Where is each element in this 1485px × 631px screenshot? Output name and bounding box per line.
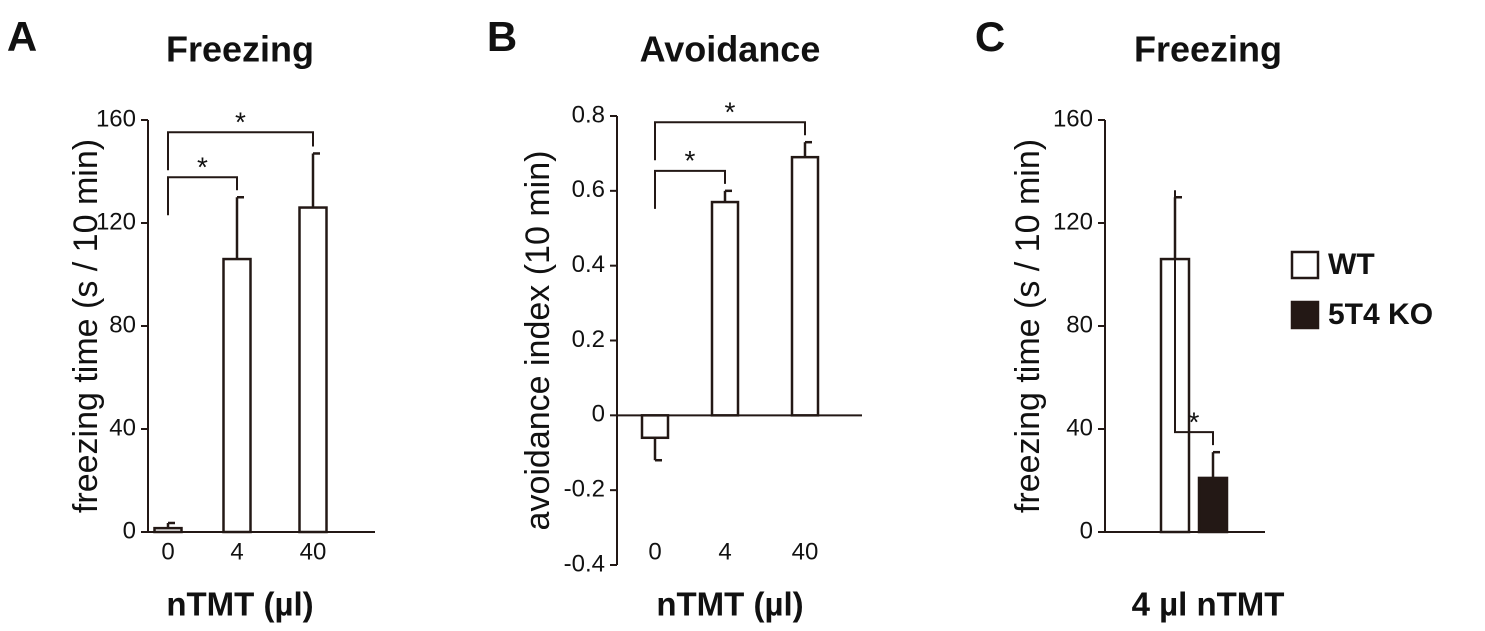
x-tick-label: 40 — [300, 538, 327, 565]
panel-letter: B — [487, 13, 517, 60]
y-tick-label: 0 — [123, 517, 136, 544]
legend-swatch — [1290, 250, 1320, 280]
x-tick-label: 0 — [648, 538, 661, 565]
bar — [1197, 476, 1229, 534]
y-tick-label: 0.4 — [572, 251, 605, 278]
y-tick-label: 0.6 — [572, 176, 605, 203]
y-tick-label: -0.4 — [564, 550, 605, 577]
x-tick-label: 0 — [161, 538, 174, 565]
y-tick-label: 0.8 — [572, 101, 605, 128]
y-tick-label: 0.2 — [572, 326, 605, 353]
y-tick-label: 40 — [1066, 414, 1093, 441]
chart-title: Freezing — [166, 29, 314, 70]
y-axis-label: freezing time (s / 10 min) — [67, 139, 105, 513]
y-tick-label: 0 — [592, 401, 605, 428]
x-tick-label: 40 — [792, 538, 819, 565]
significance-star: * — [197, 152, 208, 183]
bar — [153, 526, 183, 534]
bar — [298, 206, 328, 534]
legend-swatch — [1290, 300, 1320, 330]
significance-star: * — [1189, 407, 1200, 438]
significance-bracket — [167, 176, 238, 216]
y-tick-label: 160 — [96, 105, 136, 132]
legend-label: 5T4 KO — [1328, 298, 1433, 331]
x-axis-label: nTMT (µl) — [656, 586, 803, 623]
significance-star: * — [685, 145, 696, 176]
y-tick-label: 120 — [1053, 208, 1093, 235]
y-tick-label: 120 — [96, 208, 136, 235]
y-tick-label: 40 — [109, 414, 136, 441]
chart-title: Freezing — [1134, 29, 1282, 70]
chart-title: Avoidance — [640, 29, 821, 70]
y-tick-label: 0 — [1080, 517, 1093, 544]
significance-star: * — [725, 97, 736, 128]
y-axis-label: avoidance index (10 min) — [519, 151, 557, 531]
y-tick-label: -0.2 — [564, 476, 605, 503]
x-axis-label: nTMT (µl) — [166, 586, 313, 623]
significance-bracket — [167, 131, 314, 171]
y-axis-label: freezing time (s / 10 min) — [1009, 139, 1047, 513]
panel-letter: A — [7, 13, 37, 60]
x-tick-label: 4 — [230, 538, 243, 565]
bar — [640, 414, 670, 440]
panel-letter: C — [975, 13, 1005, 60]
y-tick-label: 80 — [109, 311, 136, 338]
significance-bracket — [654, 169, 726, 209]
y-tick-label: 160 — [1053, 105, 1093, 132]
x-tick-label: 4 — [718, 538, 731, 565]
bar — [790, 155, 820, 417]
significance-bracket — [1174, 190, 1214, 446]
x-axis-label: 4 µl nTMT — [1132, 586, 1285, 623]
legend-label: WT — [1328, 248, 1375, 281]
bar — [222, 257, 252, 534]
bar — [710, 200, 740, 417]
y-tick-label: 80 — [1066, 311, 1093, 338]
significance-bracket — [654, 121, 806, 161]
significance-star: * — [235, 107, 246, 138]
